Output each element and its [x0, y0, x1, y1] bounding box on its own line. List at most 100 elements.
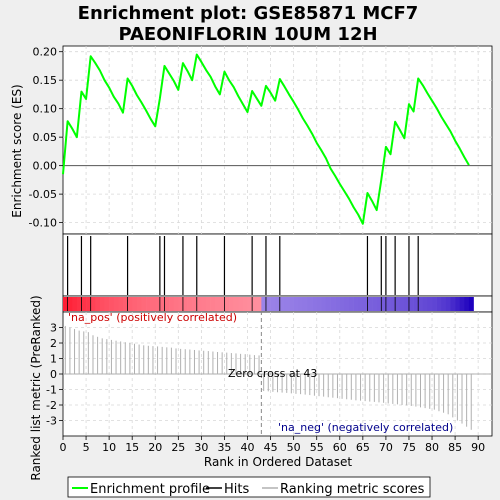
x-tick-label: 55	[310, 441, 324, 454]
heatbar-cell	[270, 297, 276, 311]
heatbar-cell	[385, 297, 391, 311]
x-tick-label: 30	[194, 441, 208, 454]
es-tick-label: 0.20	[33, 46, 58, 59]
heatbar-cell	[307, 297, 313, 311]
x-tick-label: 5	[83, 441, 90, 454]
heatbar-cell	[468, 297, 474, 311]
heatbar-cell	[224, 297, 230, 311]
heatbar-cell	[367, 297, 373, 311]
heatbar-cell	[113, 297, 119, 311]
es-panel	[62, 45, 493, 235]
heatbar-cell	[81, 297, 87, 311]
heatbar-cell	[362, 297, 368, 311]
heatbar-cell	[132, 297, 138, 311]
heatbar-cell	[256, 297, 262, 311]
es-line	[62, 53, 470, 225]
heatbar-cell	[284, 297, 290, 311]
legend-label-metric: Ranking metric scores	[280, 482, 425, 497]
metric-ticks: -3 -2 -1 0 1 2 3	[46, 322, 63, 428]
heatbar-cell	[210, 297, 216, 311]
x-tick-label: 85	[448, 441, 462, 454]
heatbar-cell	[325, 297, 331, 311]
x-tick-label: 35	[217, 441, 231, 454]
heatbar-cell	[381, 297, 387, 311]
x-tick-label: 50	[287, 441, 301, 454]
heatbar-cell	[109, 297, 115, 311]
heatbar-cell	[432, 297, 437, 311]
heatbar	[63, 297, 474, 311]
heatbar-cell	[459, 297, 465, 311]
x-tick-label: 10	[102, 441, 116, 454]
x-tick-label: 25	[171, 441, 185, 454]
x-tick-label: 20	[148, 441, 162, 454]
x-tick-label: 90	[471, 441, 485, 454]
metric-tick-label: 3	[50, 322, 57, 335]
metric-tick-label: 2	[50, 337, 57, 350]
heatbar-cell	[118, 297, 124, 311]
heatbar-cell	[182, 297, 188, 311]
metric-tick-label: 1	[50, 353, 57, 366]
heatbar-cell	[399, 297, 405, 311]
heatbar-cell	[76, 297, 82, 311]
heatbar-cell	[464, 297, 470, 311]
zero-cross-label: Zero cross at 43	[228, 367, 317, 380]
x-ticks: 0 5 10 15 20 25 30 35 40 45 50 55 60 65 70 75 80 85 90	[60, 436, 485, 454]
neg-label: 'na_neg' (negatively correlated)	[278, 421, 453, 434]
heatbar-cell	[192, 297, 198, 311]
heatbar-cell	[146, 297, 151, 311]
metric-tick-label: 0	[50, 368, 57, 381]
y-axis-label-metric: Ranked list metric (PreRanked)	[29, 295, 43, 480]
es-line-group	[62, 53, 470, 225]
chart-title-line2: PAEONIFLORIN 10UM 12H	[118, 24, 377, 45]
chart-title-line1: Enrichment plot: GSE85871 MCF7	[78, 3, 419, 24]
heatbar-cell	[265, 297, 271, 311]
pos-label: 'na_pos' (positively correlated)	[68, 311, 237, 324]
heatbar-cell	[455, 297, 461, 311]
es-tick-label: 0.10	[33, 103, 58, 116]
heatbar-cell	[136, 297, 142, 311]
heatbar-cell	[408, 297, 414, 311]
heatbar-cell	[261, 297, 267, 311]
heatbar-cell	[127, 297, 133, 311]
heatbar-cell	[344, 297, 350, 311]
x-tick-label: 15	[125, 441, 139, 454]
heatbar-cell	[86, 297, 91, 311]
es-tick-label: 0.15	[33, 74, 58, 87]
heatbar-cell	[316, 297, 322, 311]
heatbar-cell	[252, 297, 258, 311]
hit-lines	[67, 236, 419, 311]
heatbar-cell	[349, 297, 354, 311]
heatbar-cell	[312, 297, 318, 311]
es-tick-label: -0.05	[29, 188, 57, 201]
heatbar-cell	[238, 297, 244, 311]
heatbar-cell	[219, 297, 225, 311]
heatbar-cell	[404, 297, 410, 311]
heatbar-cell	[372, 297, 377, 311]
heatbar-cell	[339, 297, 345, 311]
heatbar-cell	[390, 297, 396, 311]
heatbar-cell	[150, 297, 156, 311]
es-tick-label: 0.05	[33, 131, 58, 144]
heatbar-cell	[445, 297, 451, 311]
heatbar-cell	[353, 297, 359, 311]
heatbar-cell	[104, 297, 110, 311]
heatbar-cell	[99, 297, 105, 311]
heatbar-cell	[395, 297, 401, 311]
heatbar-cell	[321, 297, 327, 311]
heatbar-cell	[330, 297, 336, 311]
heatbar-cell	[201, 297, 207, 311]
heatbar-cell	[247, 297, 253, 311]
x-tick-label: 70	[379, 441, 393, 454]
heatbar-cell	[422, 297, 428, 311]
metric-tick-label: -2	[46, 399, 57, 412]
heatbar-cell	[229, 297, 234, 311]
legend-box	[67, 476, 431, 498]
heatbar-cell	[242, 297, 248, 311]
heatbar-cell	[169, 297, 175, 311]
heatbar-cell	[159, 297, 165, 311]
heatbar-cell	[233, 297, 239, 311]
heatbar-cell	[289, 297, 294, 311]
heatbar-cell	[335, 297, 341, 311]
heatbar-cell	[72, 297, 78, 311]
x-tick-label: 80	[425, 441, 439, 454]
